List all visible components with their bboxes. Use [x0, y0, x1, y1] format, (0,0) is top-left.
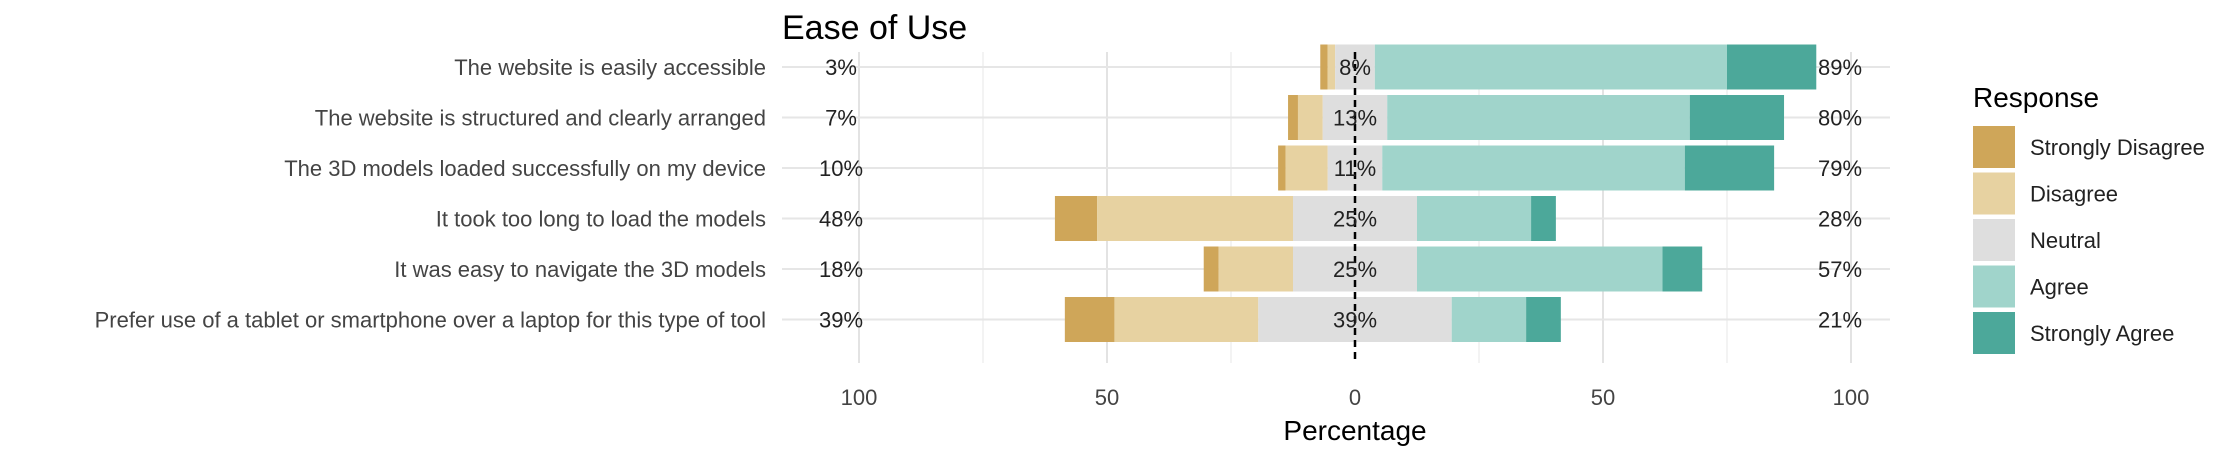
- category-label: Prefer use of a tablet or smartphone ove…: [95, 308, 766, 333]
- x-tick-label: 50: [1095, 385, 1119, 410]
- x-tick-label: 50: [1591, 385, 1615, 410]
- bar-disagree: [1097, 196, 1293, 241]
- right-percent-label: 80%: [1818, 106, 1862, 131]
- bar-disagree: [1285, 145, 1328, 191]
- right-percent-label: 21%: [1818, 308, 1862, 333]
- left-percent-label: 39%: [819, 308, 863, 333]
- legend-label: Disagree: [2030, 182, 2118, 207]
- category-labels: The website is easily accessible The webs…: [95, 55, 766, 333]
- bar-strongly-agree: [1689, 95, 1785, 140]
- x-tick-labels: 100 50 0 50 100: [841, 385, 1870, 410]
- category-label: The 3D models loaded successfully on my …: [284, 156, 766, 181]
- bar-strongly-disagree: [1278, 145, 1286, 191]
- bar-agree: [1387, 95, 1690, 140]
- left-percent-label: 18%: [819, 257, 863, 282]
- left-percent-label: 48%: [819, 207, 863, 232]
- x-tick-label: 0: [1349, 385, 1361, 410]
- bar-disagree: [1114, 297, 1259, 342]
- right-percent-label: 57%: [1818, 257, 1862, 282]
- legend-swatch: [1973, 312, 2015, 354]
- neutral-percent-label: 25%: [1333, 257, 1377, 282]
- neutral-percent-label: 25%: [1333, 207, 1377, 232]
- x-tick-label: 100: [1833, 385, 1870, 410]
- legend-swatch: [1973, 172, 2015, 215]
- left-percent-label: 3%: [825, 55, 857, 80]
- x-axis-label: Percentage: [1283, 415, 1426, 446]
- legend-title: Response: [1973, 82, 2099, 113]
- bar-strongly-disagree: [1203, 246, 1219, 292]
- percent-labels: 3% 8% 89% 7% 13% 80% 10% 11% 79% 48% 25% 28% 18% 25% 5…: [819, 55, 1862, 333]
- bar-strongly-agree: [1531, 196, 1556, 241]
- neutral-percent-label: 13%: [1333, 106, 1377, 131]
- bar-disagree: [1327, 44, 1336, 90]
- bar-strongly-agree: [1684, 145, 1775, 191]
- category-label: The website is structured and clearly ar…: [315, 106, 766, 131]
- right-percent-label: 89%: [1818, 55, 1862, 80]
- legend-swatch: [1973, 265, 2015, 308]
- legend-swatch: [1973, 126, 2015, 168]
- legend-label: Strongly Agree: [2030, 321, 2174, 346]
- bars: [1054, 44, 1817, 342]
- right-percent-label: 79%: [1818, 156, 1862, 181]
- neutral-percent-label: 8%: [1339, 55, 1371, 80]
- bar-disagree: [1218, 246, 1293, 292]
- bar-strongly-agree: [1662, 246, 1703, 292]
- bar-strongly-disagree: [1064, 297, 1115, 342]
- bar-agree: [1417, 246, 1663, 292]
- chart-title: Ease of Use: [782, 9, 967, 47]
- bar-agree: [1374, 44, 1727, 90]
- bar-strongly-disagree: [1320, 44, 1328, 90]
- category-label: It took too long to load the models: [436, 207, 766, 232]
- bar-disagree: [1297, 95, 1323, 140]
- bar-strongly-agree: [1727, 44, 1817, 90]
- bar-agree: [1417, 196, 1532, 241]
- right-percent-label: 28%: [1818, 207, 1862, 232]
- legend-label: Agree: [2030, 275, 2089, 300]
- bar-strongly-agree: [1526, 297, 1561, 342]
- legend-label: Strongly Disagree: [2030, 135, 2205, 160]
- left-percent-label: 10%: [819, 156, 863, 181]
- x-tick-label: 100: [841, 385, 878, 410]
- legend: Response Strongly Disagree Disagree Neutra…: [1973, 82, 2205, 354]
- bar-strongly-disagree: [1288, 95, 1298, 140]
- bar-strongly-disagree: [1054, 196, 1098, 241]
- left-percent-label: 7%: [825, 106, 857, 131]
- neutral-percent-label: 39%: [1333, 308, 1377, 333]
- bar-agree: [1382, 145, 1685, 191]
- legend-label: Neutral: [2030, 228, 2101, 253]
- bar-agree: [1451, 297, 1527, 342]
- neutral-percent-label: 11%: [1334, 156, 1376, 181]
- category-label: It was easy to navigate the 3D models: [394, 257, 766, 282]
- legend-swatch: [1973, 219, 2015, 261]
- category-label: The website is easily accessible: [454, 55, 766, 80]
